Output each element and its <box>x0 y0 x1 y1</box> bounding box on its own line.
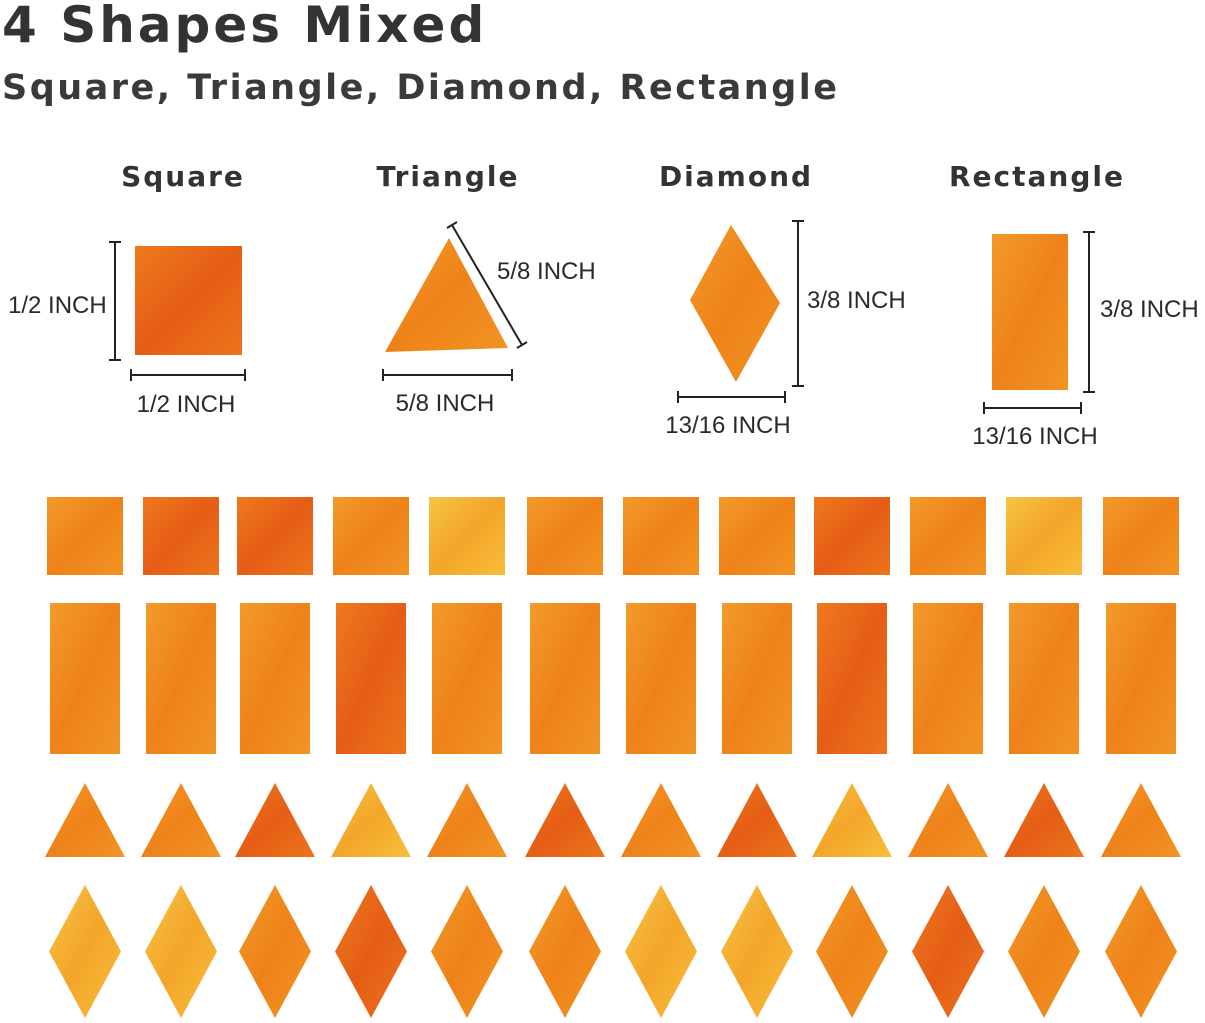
square-tile <box>143 497 219 575</box>
square-height-label: 1/2 INCH <box>8 292 107 319</box>
rectangle-tile <box>530 603 600 754</box>
triangle-width-label: 5/8 INCH <box>395 390 495 417</box>
diamond-width-line <box>677 391 786 403</box>
triangle-tile <box>235 783 315 857</box>
rectangle-tile <box>240 603 310 754</box>
triangle-tile <box>331 783 411 857</box>
rectangle-width-label: 13/16 INCH <box>972 423 1098 450</box>
triangle-tile <box>908 783 988 857</box>
triangle-side-line <box>446 221 528 349</box>
rectangle-tile <box>432 603 502 754</box>
triangle-tile <box>141 783 221 857</box>
square-width-label: 1/2 INCH <box>136 391 236 418</box>
square-tile <box>47 497 123 575</box>
rectangle-sample <box>992 234 1068 390</box>
triangle-tile <box>717 783 797 857</box>
triangle-sample <box>385 238 508 352</box>
triangle-heading: Triangle <box>376 160 520 193</box>
square-tile <box>1006 497 1082 575</box>
triangle-side-label: 5/8 INCH <box>497 258 596 285</box>
diamond-tile <box>816 885 888 1018</box>
rectangle-heading: Rectangle <box>949 160 1125 193</box>
square-sample <box>135 246 242 355</box>
square-heading: Square <box>121 160 245 193</box>
triangle-tile <box>621 783 701 857</box>
diamond-tile <box>1008 885 1080 1018</box>
triangle-tile <box>812 783 892 857</box>
rectangle-width-line <box>983 402 1082 414</box>
triangle-tile <box>1101 783 1181 857</box>
rectangle-tile <box>1106 603 1176 754</box>
rectangle-tile <box>913 603 983 754</box>
rectangle-height-line <box>1083 231 1095 393</box>
rectangle-tile <box>1009 603 1079 754</box>
triangle-tile <box>525 783 605 857</box>
square-tile <box>814 497 890 575</box>
triangle-tile <box>427 783 507 857</box>
rectangle-tile <box>722 603 792 754</box>
square-tile <box>527 497 603 575</box>
rectangle-tile <box>626 603 696 754</box>
diamond-tile <box>239 885 311 1018</box>
rectangle-tile <box>50 603 120 754</box>
diamond-width-label: 13/16 INCH <box>665 412 791 439</box>
diamond-height-label: 3/8 INCH <box>807 287 906 314</box>
square-height-line <box>109 241 121 361</box>
rectangle-tile <box>817 603 887 754</box>
rectangle-tile <box>336 603 406 754</box>
diamond-heading: Diamond <box>658 160 814 193</box>
diamond-tile <box>335 885 407 1018</box>
diamond-tile <box>49 885 121 1018</box>
square-tile <box>719 497 795 575</box>
square-tile <box>623 497 699 575</box>
square-width-line <box>130 369 246 381</box>
rectangle-tile <box>146 603 216 754</box>
page-title: 4 Shapes Mixed <box>2 0 488 54</box>
diamond-height-line <box>792 220 804 387</box>
diamond-tile <box>1105 885 1177 1018</box>
diamond-tile <box>625 885 697 1018</box>
diamond-tile <box>145 885 217 1018</box>
diamond-tile <box>529 885 601 1018</box>
rectangle-height-label: 3/8 INCH <box>1100 296 1199 323</box>
square-tile <box>237 497 313 575</box>
square-tile <box>1103 497 1179 575</box>
diamond-tile <box>721 885 793 1018</box>
diamond-tile <box>912 885 984 1018</box>
triangle-tile <box>45 783 125 857</box>
square-tile <box>910 497 986 575</box>
diamond-sample <box>690 225 780 382</box>
square-tile <box>429 497 505 575</box>
square-tile <box>333 497 409 575</box>
subtitle: Square, Triangle, Diamond, Rectangle <box>2 68 840 108</box>
triangle-tile <box>1004 783 1084 857</box>
triangle-width-line <box>382 369 513 381</box>
diamond-tile <box>431 885 503 1018</box>
